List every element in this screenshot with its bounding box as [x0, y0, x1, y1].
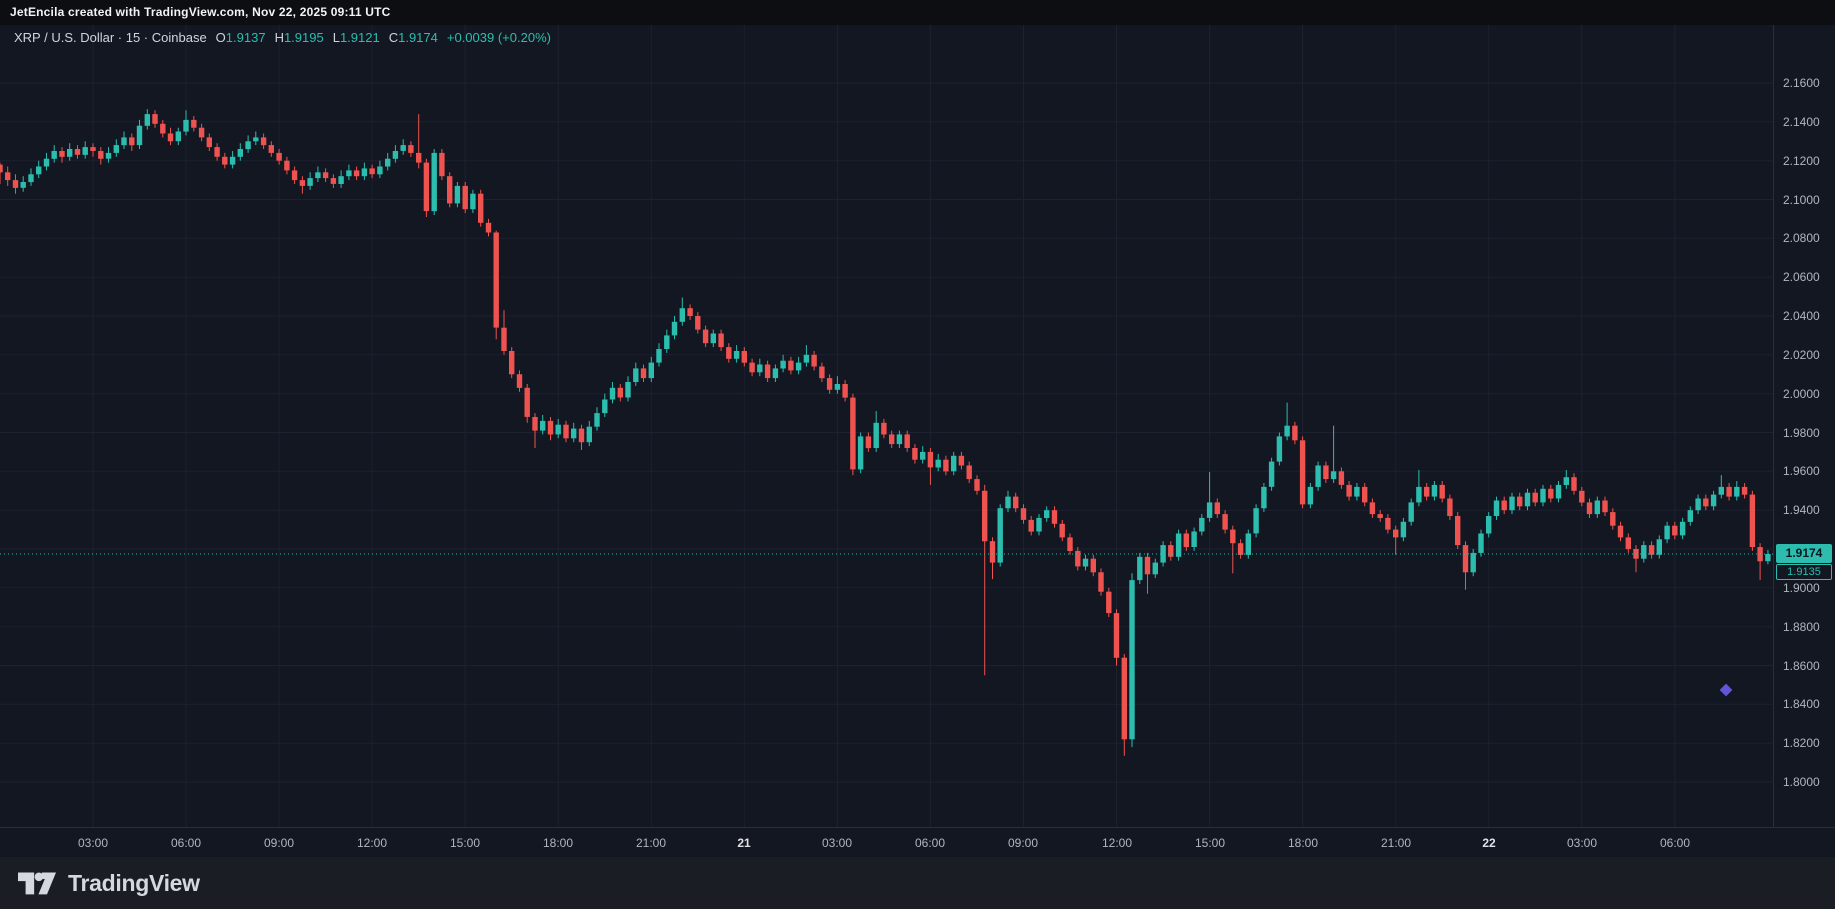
- symbol-legend[interactable]: XRP / U.S. Dollar · 15 · Coinbase O1.9137…: [14, 30, 551, 45]
- ohlc-open: O1.9137: [216, 30, 266, 45]
- time-axis-label: 12:00: [1101, 836, 1133, 850]
- time-axis-label: 12:00: [356, 836, 388, 850]
- close-value: 1.9174: [398, 30, 438, 45]
- price-axis-label: 2.0000: [1783, 387, 1820, 401]
- price-axis-label: 2.1200: [1783, 154, 1820, 168]
- symbol-title: XRP / U.S. Dollar · 15 · Coinbase: [14, 30, 207, 45]
- time-axis-label: 03:00: [821, 836, 853, 850]
- ohlc-close: C1.9174: [389, 30, 438, 45]
- price-axis-label: 1.9600: [1783, 464, 1820, 478]
- time-axis-label: 06:00: [914, 836, 946, 850]
- footer-bar: TradingView: [0, 857, 1835, 909]
- secondary-price-tag: 1.9135: [1776, 564, 1832, 580]
- time-axis-label: 03:00: [1566, 836, 1598, 850]
- ohlc-low: L1.9121: [333, 30, 380, 45]
- price-axis-label: 1.8800: [1783, 620, 1820, 634]
- tradingview-logo[interactable]: TradingView: [16, 864, 200, 902]
- price-axis-label: 2.0200: [1783, 348, 1820, 362]
- time-axis-label: 03:00: [77, 836, 109, 850]
- time-axis-day-label: 21: [737, 836, 751, 850]
- price-axis-label: 2.1400: [1783, 115, 1820, 129]
- price-axis-label: 2.1000: [1783, 193, 1820, 207]
- open-value: 1.9137: [225, 30, 266, 45]
- time-axis-label: 15:00: [449, 836, 481, 850]
- time-axis-label: 18:00: [542, 836, 574, 850]
- drawing-cursor-icon: [1719, 683, 1733, 697]
- low-label: L: [332, 30, 340, 45]
- close-label: C: [388, 30, 399, 45]
- time-axis-label: 18:00: [1287, 836, 1319, 850]
- time-axis[interactable]: 03:00 06:00 09:00 12:00 15:00 18:00 21:00 21 03:…: [0, 827, 1835, 857]
- high-label: H: [274, 30, 284, 45]
- time-axis-label: 21:00: [1380, 836, 1412, 850]
- attribution-text: JetEncila created with TradingView.com, …: [10, 5, 391, 19]
- attribution-bar: JetEncila created with TradingView.com, …: [0, 0, 1835, 25]
- price-axis-label: 2.0400: [1783, 309, 1820, 323]
- price-axis-label: 1.9400: [1783, 503, 1820, 517]
- time-axis-label: 06:00: [1659, 836, 1691, 850]
- tradingview-wordmark: TradingView: [68, 869, 200, 896]
- low-value: 1.9121: [339, 30, 380, 45]
- high-value: 1.9195: [283, 30, 324, 45]
- change-value: +0.0039 (+0.20%): [446, 30, 551, 45]
- tradingview-logo-icon: [18, 872, 56, 895]
- price-axis[interactable]: 1.9174 1.9135 2.1600 2.1400 2.1200 2.1000 2.…: [1773, 25, 1835, 857]
- time-axis-label: 15:00: [1194, 836, 1226, 850]
- price-axis-label: 2.1600: [1783, 76, 1820, 90]
- price-axis-label: 1.9800: [1783, 426, 1820, 440]
- price-axis-label: 2.0600: [1783, 270, 1820, 284]
- open-label: O: [215, 30, 226, 45]
- time-axis-label: 06:00: [170, 836, 202, 850]
- time-axis-label: 21:00: [635, 836, 667, 850]
- time-axis-label: 09:00: [1007, 836, 1039, 850]
- time-axis-label: 09:00: [263, 836, 295, 850]
- time-axis-day-label: 22: [1482, 836, 1496, 850]
- price-axis-label: 1.8000: [1783, 775, 1820, 789]
- price-axis-label: 1.8200: [1783, 736, 1820, 750]
- current-price-tag: 1.9174: [1776, 544, 1832, 563]
- price-axis-label: 2.0800: [1783, 231, 1820, 245]
- ohlc-high: H1.9195: [275, 30, 324, 45]
- price-axis-label: 1.9000: [1783, 581, 1820, 595]
- price-axis-label: 1.8400: [1783, 697, 1820, 711]
- price-axis-label: 1.8600: [1783, 659, 1820, 673]
